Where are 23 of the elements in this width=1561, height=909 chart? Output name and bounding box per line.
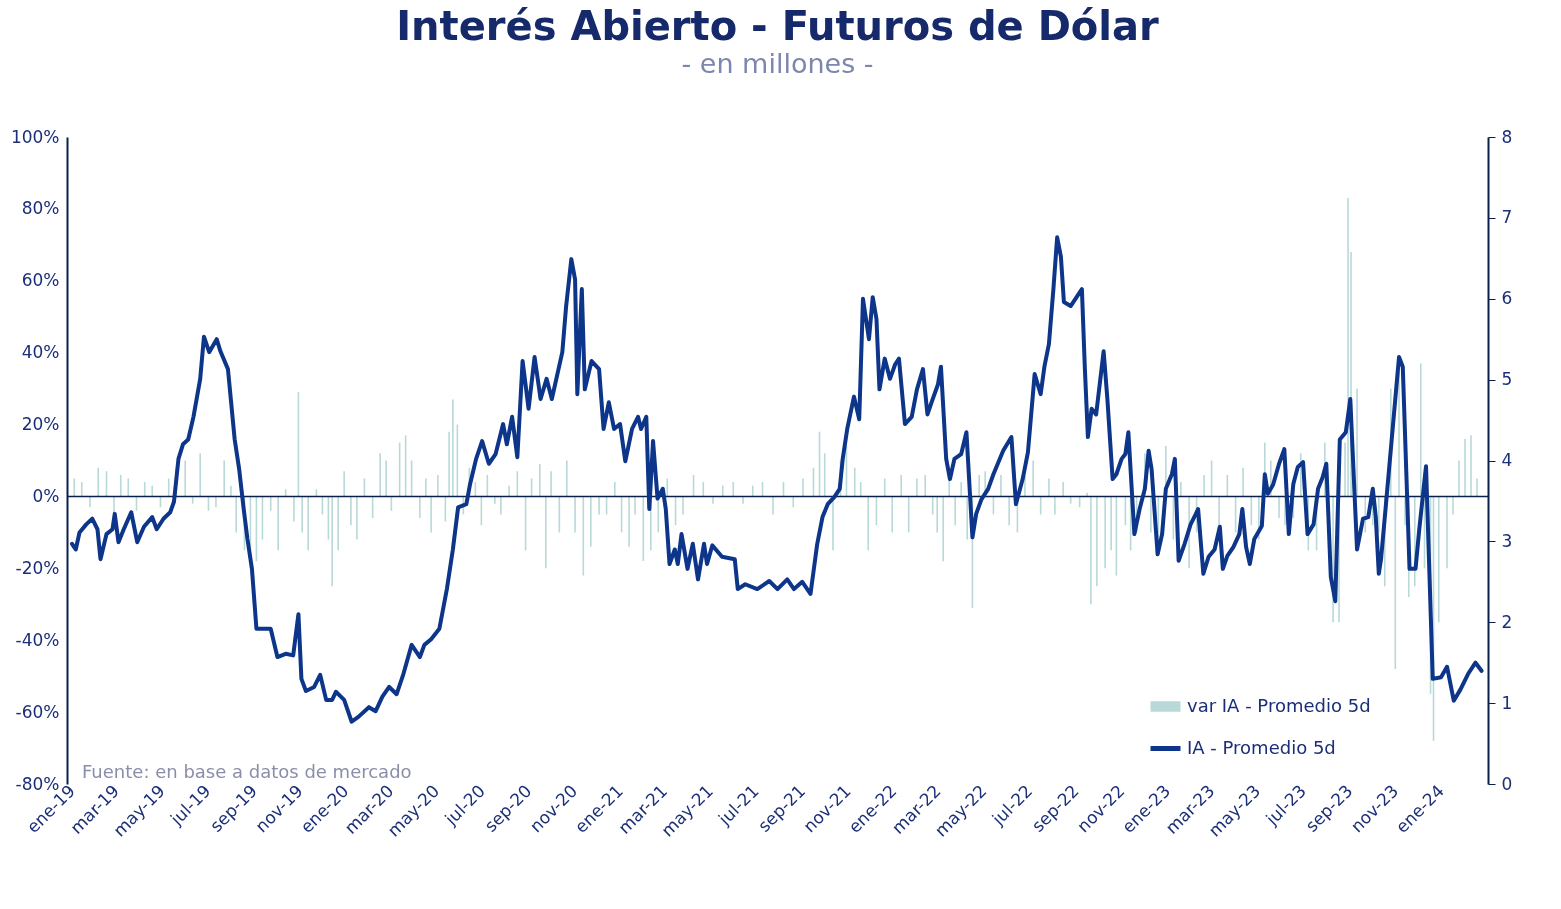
y-tick-label: 20% xyxy=(21,414,60,435)
y-tick-label: 40% xyxy=(21,342,60,363)
legend-label: var IA - Promedio 5d xyxy=(1187,694,1371,716)
y2-tick-label: 7 xyxy=(1501,207,1513,228)
y2-tick-label: 3 xyxy=(1501,530,1513,551)
y-tick-label: 100% xyxy=(10,126,60,147)
y-tick-label: -40% xyxy=(15,629,60,650)
y2-tick-label: 8 xyxy=(1501,126,1513,147)
y2-tick-label: 4 xyxy=(1501,450,1513,470)
y-tick-label: 80% xyxy=(21,198,60,219)
y2-tick-label: 5 xyxy=(1501,369,1513,390)
y2-tick-label: 2 xyxy=(1501,611,1513,632)
chart-title: Interés Abierto - Futuros de Dólar xyxy=(396,3,1160,49)
y-tick-label: -60% xyxy=(15,701,60,722)
y2-tick-label: 0 xyxy=(1501,773,1513,794)
y-tick-label: 60% xyxy=(21,270,60,291)
chart-subtitle: - en millones - xyxy=(681,48,874,79)
y2-tick-label: 1 xyxy=(1501,692,1513,713)
y-tick-label: -20% xyxy=(15,557,60,578)
annotation: Fuente: en base a datos de mercado xyxy=(82,761,412,782)
y2-tick-label: 6 xyxy=(1501,288,1513,309)
legend-label: IA - Promedio 5d xyxy=(1187,736,1336,758)
y-tick-label: 0% xyxy=(32,485,60,506)
